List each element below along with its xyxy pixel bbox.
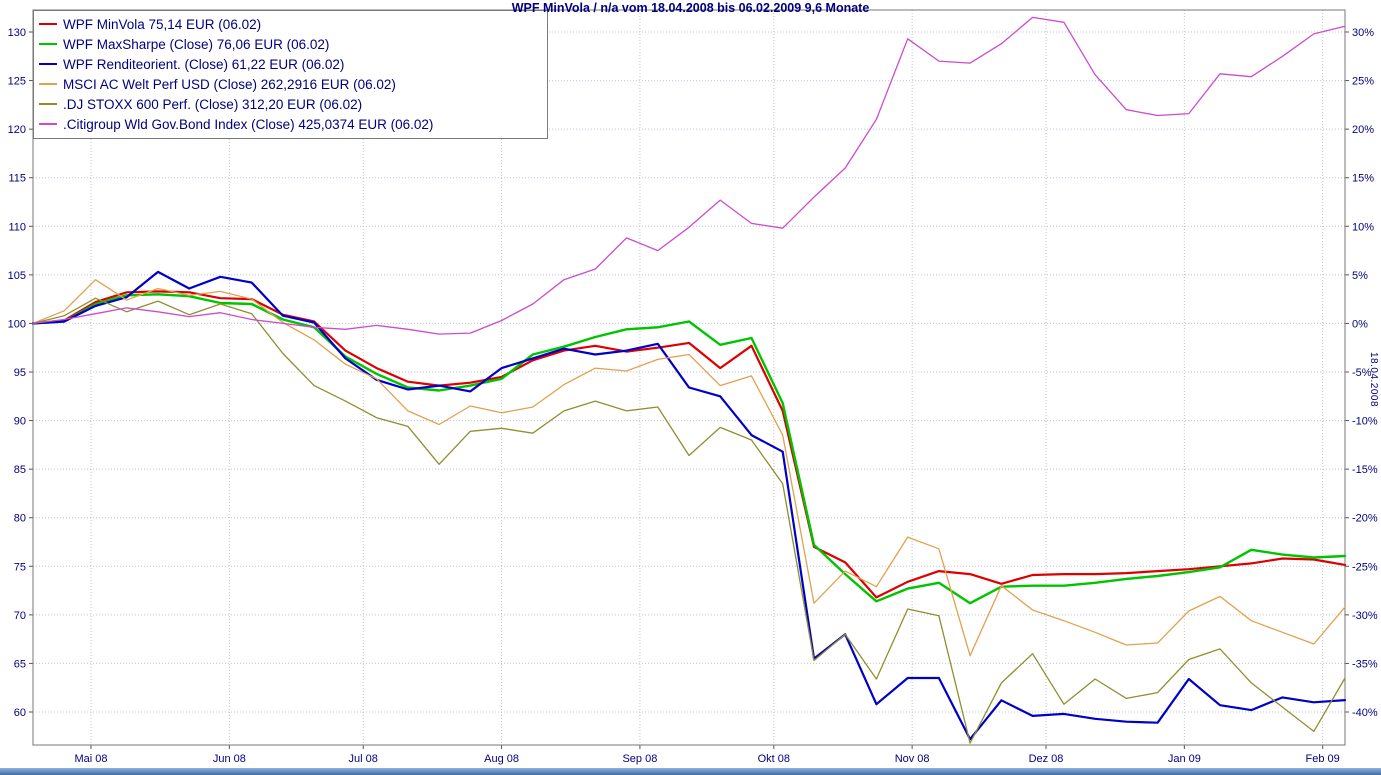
right-axis-tick-label: -35% <box>1352 658 1378 670</box>
left-axis-tick-label: 70 <box>14 610 26 622</box>
legend-label: WPF MinVola 75,14 EUR (06.02) <box>63 16 262 32</box>
right-axis-tick-label: 15% <box>1352 173 1374 185</box>
legend-line-swatch <box>39 83 57 85</box>
legend-item: WPF MaxSharpe (Close) 76,06 EUR (06.02) <box>39 34 535 54</box>
legend-line-swatch <box>39 103 57 105</box>
left-axis-tick-label: 120 <box>8 124 26 136</box>
legend-line-swatch <box>39 23 57 25</box>
chart-title: WPF MinVola / n/a vom 18.04.2008 bis 06.… <box>511 1 870 15</box>
right-axis-tick-label: -10% <box>1352 416 1378 428</box>
x-axis-month-label: Jul 08 <box>349 753 378 765</box>
plot-border <box>32 9 1346 746</box>
series-line-6 <box>32 16 1346 335</box>
x-axis-month-label: Okt 08 <box>758 753 790 765</box>
x-axis-month-label: Feb 09 <box>1306 753 1340 765</box>
legend-label: WPF MaxSharpe (Close) 76,06 EUR (06.02) <box>63 36 330 52</box>
x-axis-month-label: Mai 08 <box>74 753 107 765</box>
legend-item: MSCI AC Welt Perf USD (Close) 262,2916 E… <box>39 74 535 94</box>
legend-line-swatch <box>39 123 57 125</box>
series-line-4 <box>32 279 1346 657</box>
legend-label: MSCI AC Welt Perf USD (Close) 262,2916 E… <box>63 76 396 92</box>
legend-label: WPF Renditeorient. (Close) 61,22 EUR (06… <box>63 56 345 72</box>
window-bottom-strip <box>0 768 1381 775</box>
x-axis-month-label: Sep 08 <box>622 753 657 765</box>
right-axis-tick-label: -40% <box>1352 707 1378 719</box>
series-line-5 <box>32 297 1346 744</box>
left-axis-tick-label: 85 <box>14 464 26 476</box>
x-axis-month-label: Jan 09 <box>1168 753 1201 765</box>
legend-item: .Citigroup Wld Gov.Bond Index (Close) 42… <box>39 114 535 134</box>
left-axis-tick-label: 130 <box>8 27 26 39</box>
right-axis-tick-label: -25% <box>1352 561 1378 573</box>
left-axis-tick-label: 95 <box>14 367 26 379</box>
left-axis-tick-label: 80 <box>14 513 26 525</box>
left-axis-tick-label: 115 <box>8 173 26 185</box>
x-axis-month-label: Aug 08 <box>484 753 519 765</box>
right-axis-tick-label: -20% <box>1352 513 1378 525</box>
series-line-2 <box>31 293 1347 605</box>
left-axis-tick-label: 65 <box>14 658 26 670</box>
right-axis-tick-label: 25% <box>1352 76 1374 88</box>
x-axis-month-label: Jun 08 <box>213 753 246 765</box>
x-axis-month-label: Dez 08 <box>1029 753 1064 765</box>
right-axis-tick-label: -30% <box>1352 610 1378 622</box>
legend-line-swatch <box>39 63 57 65</box>
legend-line-swatch <box>39 43 57 45</box>
left-axis-tick-label: 125 <box>8 76 26 88</box>
legend-item: WPF Renditeorient. (Close) 61,22 EUR (06… <box>39 54 535 74</box>
right-axis-start-date-label: 18.04.2008 <box>1368 352 1379 408</box>
legend-item: .DJ STOXX 600 Perf. (Close) 312,20 EUR (… <box>39 94 535 114</box>
left-axis-tick-label: 90 <box>14 416 26 428</box>
chart-legend: WPF MinVola 75,14 EUR (06.02) WPF MaxSha… <box>33 10 548 139</box>
series-line-3 <box>31 270 1347 741</box>
left-axis-tick-label: 105 <box>8 270 26 282</box>
right-axis-tick-label: -15% <box>1352 464 1378 476</box>
legend-item: WPF MinVola 75,14 EUR (06.02) <box>39 14 535 34</box>
x-axis-month-label: Nov 08 <box>895 753 930 765</box>
right-axis-tick-label: -5% <box>1352 367 1372 379</box>
right-axis-tick-label: 10% <box>1352 221 1374 233</box>
left-axis-tick-label: 110 <box>8 221 26 233</box>
right-axis-tick-label: 0% <box>1352 318 1368 330</box>
left-axis-tick-label: 100 <box>8 318 26 330</box>
legend-label: .Citigroup Wld Gov.Bond Index (Close) 42… <box>63 116 434 132</box>
right-axis-tick-label: 30% <box>1352 27 1374 39</box>
right-axis-tick-label: 5% <box>1352 270 1368 282</box>
right-axis-tick-label: 20% <box>1352 124 1374 136</box>
left-axis-tick-label: 75 <box>14 561 26 573</box>
left-axis-tick-label: 60 <box>14 707 26 719</box>
legend-label: .DJ STOXX 600 Perf. (Close) 312,20 EUR (… <box>63 96 363 112</box>
